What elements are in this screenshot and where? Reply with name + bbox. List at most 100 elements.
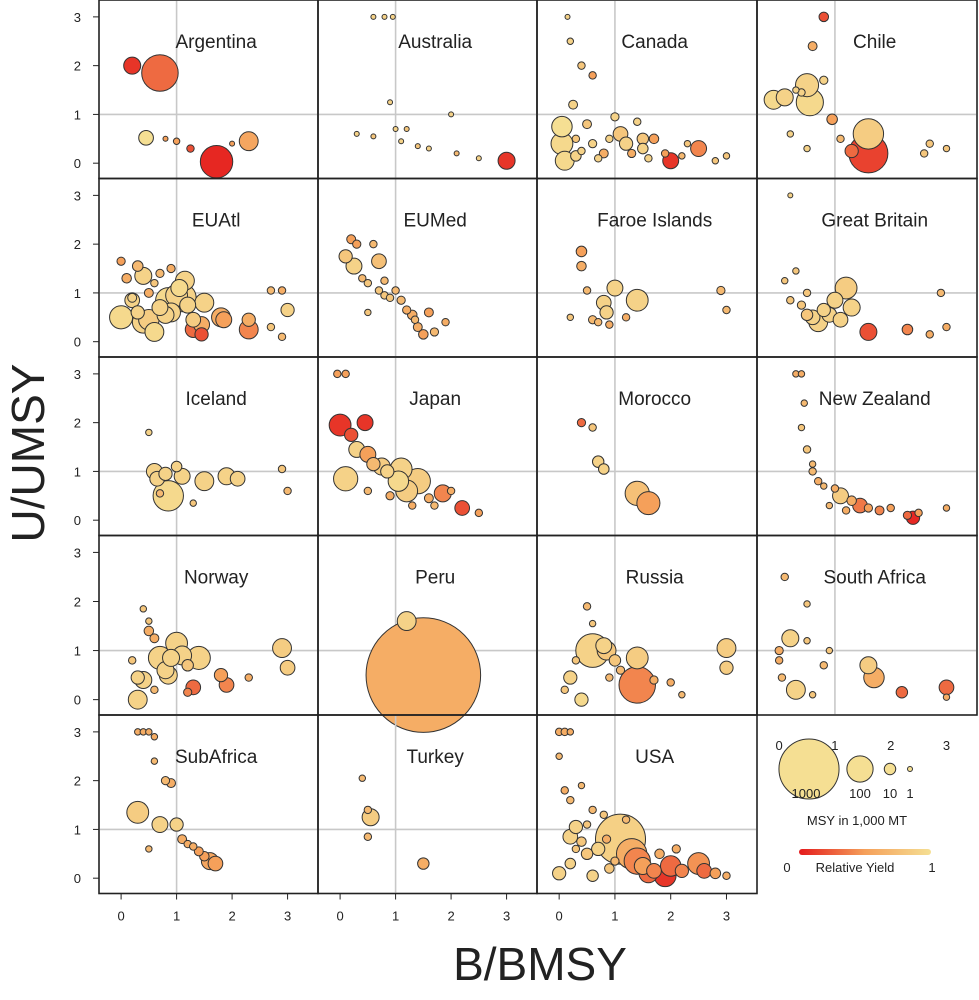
y-tick-label: 2 (74, 59, 81, 74)
data-point (895, 686, 909, 699)
data-point (595, 637, 613, 655)
panel-usa: USA (536, 714, 758, 895)
panel-title: Morocco (618, 389, 691, 410)
data-point (338, 249, 353, 264)
data-point (593, 154, 603, 163)
data-point (277, 332, 287, 342)
data-point (139, 605, 148, 613)
data-point (563, 670, 578, 685)
data-point (825, 501, 834, 510)
legend-color-max-label: 1 (928, 860, 935, 875)
data-point (598, 148, 609, 159)
data-point (170, 279, 189, 298)
data-point (942, 693, 951, 701)
panel-title: South Africa (823, 568, 926, 589)
data-point (660, 149, 670, 158)
data-point (414, 143, 421, 150)
data-point (826, 113, 838, 126)
panel-south-africa: South Africa (756, 534, 978, 716)
legend-size-title: MSY in 1,000 MT (807, 813, 907, 828)
data-point (786, 130, 795, 138)
data-point (363, 832, 373, 841)
panel-title: New Zealand (819, 389, 931, 410)
panel-subafrica: SubAfrica (98, 714, 319, 895)
data-point (266, 322, 276, 332)
data-point (813, 476, 823, 486)
panel-title: Canada (621, 32, 688, 53)
data-point (380, 464, 395, 479)
data-point (417, 857, 430, 870)
data-point (369, 239, 378, 249)
data-point (802, 288, 812, 298)
data-point (150, 278, 159, 288)
data-point (199, 145, 234, 179)
data-point (825, 646, 834, 655)
data-point (215, 311, 233, 329)
panel-title: EUMed (403, 211, 466, 232)
y-tick-label: 0 (74, 335, 81, 350)
data-point (919, 149, 929, 158)
data-point (577, 146, 586, 156)
legend-size-bubble (883, 762, 897, 776)
y-tick-label: 0 (74, 513, 81, 528)
data-point (834, 276, 858, 300)
panel-title: Chile (853, 32, 896, 53)
data-point (816, 302, 831, 318)
data-point (819, 75, 829, 85)
x-tick-label: 1 (173, 909, 180, 924)
y-tick-label: 3 (74, 545, 81, 560)
data-point (588, 805, 597, 815)
data-point (610, 112, 620, 122)
data-point (925, 139, 934, 148)
data-point (844, 143, 859, 159)
y-tick-label: 3 (74, 188, 81, 203)
data-point (601, 834, 612, 844)
data-point (277, 464, 287, 474)
legend-size-label: 100 (849, 786, 871, 801)
data-point (423, 493, 434, 504)
data-point (582, 602, 592, 611)
x-tick-label: 1 (611, 909, 618, 924)
panel-new-zealand: New Zealand (756, 356, 978, 537)
data-point (819, 661, 828, 670)
data-point (863, 503, 874, 513)
data-point (564, 13, 571, 20)
data-point (170, 460, 183, 473)
data-point (808, 691, 817, 699)
legend-color-bar (799, 849, 931, 855)
data-point (606, 279, 624, 297)
data-point (150, 685, 159, 695)
data-point (145, 617, 153, 625)
data-point (207, 855, 224, 872)
data-point (597, 463, 610, 475)
panel-border (756, 534, 978, 716)
data-point (266, 286, 276, 295)
data-point (591, 841, 606, 857)
data-point (800, 308, 814, 322)
panel-title: Russia (626, 568, 685, 589)
data-point (430, 501, 439, 510)
data-point (599, 810, 608, 819)
data-point (371, 253, 387, 270)
data-point (116, 256, 126, 266)
data-point (846, 495, 857, 506)
data-point (808, 467, 817, 476)
data-point (173, 467, 191, 485)
data-point (582, 119, 593, 130)
data-point (797, 423, 806, 432)
data-point (580, 847, 594, 861)
panel-title: Peru (415, 568, 455, 589)
data-point (571, 656, 581, 665)
data-point (800, 399, 808, 407)
data-point (902, 510, 913, 520)
panel-faroe-islands: Faroe Islands (536, 177, 758, 358)
y-tick-label: 2 (74, 594, 81, 609)
data-point (576, 836, 587, 847)
data-point (272, 638, 292, 659)
data-point (574, 692, 589, 707)
data-point (143, 287, 154, 298)
data-point (150, 757, 159, 765)
data-point (874, 505, 885, 516)
data-point (621, 313, 631, 322)
data-point (936, 288, 946, 298)
